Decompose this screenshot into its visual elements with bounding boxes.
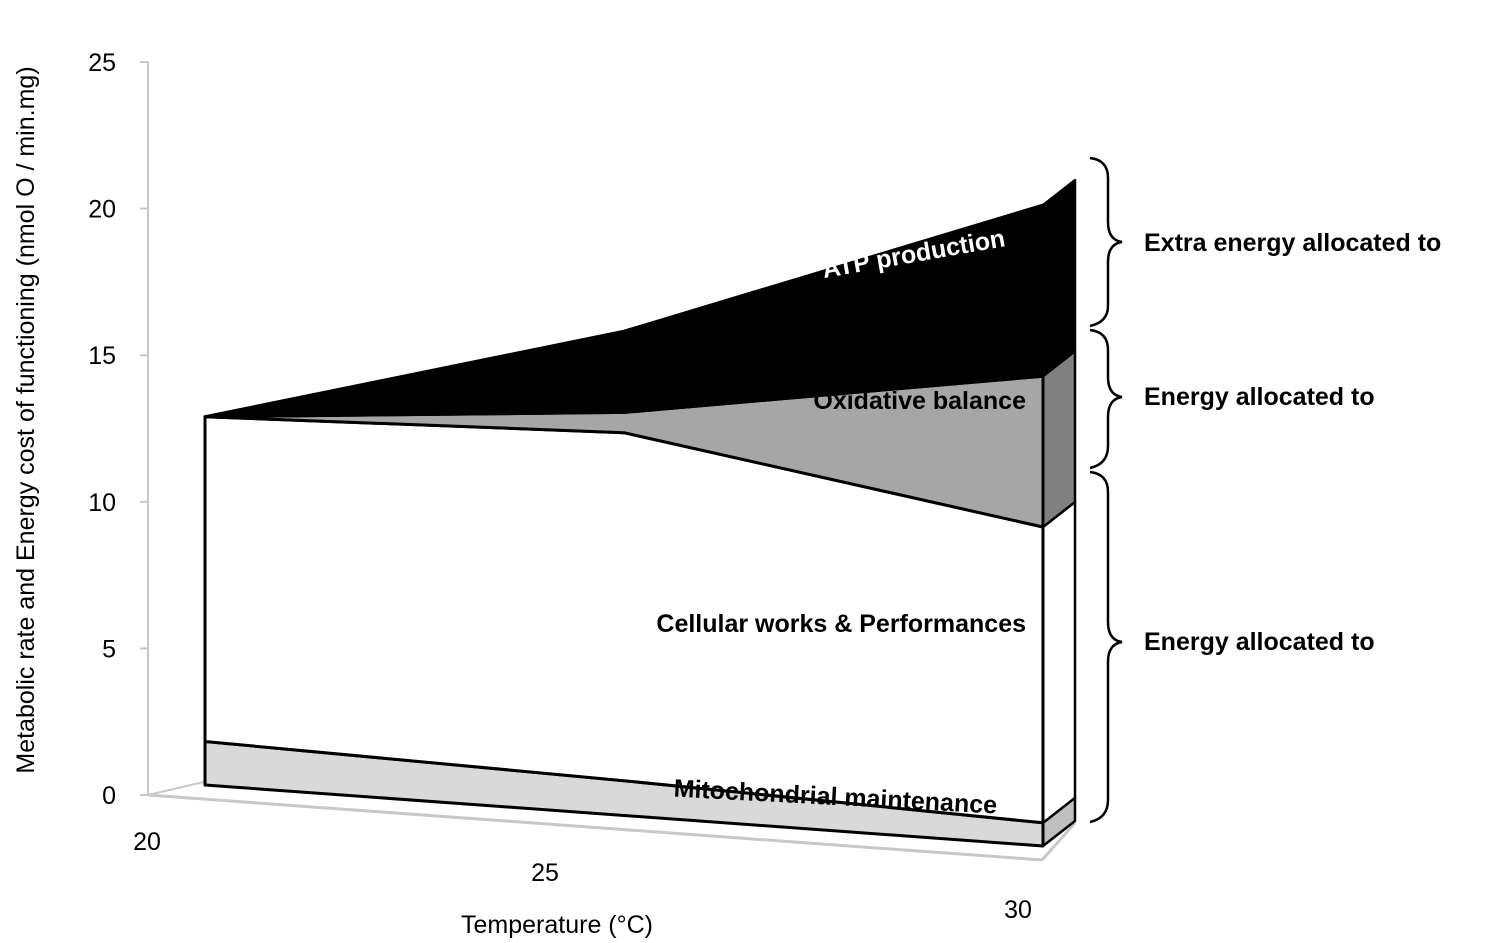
brace-group — [1089, 156, 1123, 824]
y-tick-label: 10 — [88, 489, 116, 517]
floor-right-edge — [1040, 822, 1077, 861]
alloc-label-energy-1: Energy allocated to — [1144, 383, 1375, 411]
x-tick-label: 25 — [531, 859, 559, 887]
x-tick-label: 30 — [1004, 896, 1032, 924]
floor-front-edge — [147, 793, 1043, 862]
floor-left-edge — [147, 780, 209, 796]
band-label-cellular: Cellular works & Performances — [656, 610, 1026, 638]
band-label-oxidative: Oxidative balance — [813, 387, 1026, 415]
x-tick-group: 20 25 30 — [133, 828, 1032, 924]
chart-floor — [148, 781, 1075, 860]
alloc-label-extra: Extra energy allocated to — [1144, 229, 1441, 257]
brace-middle — [1089, 328, 1123, 470]
y-tick-label: 15 — [88, 342, 116, 370]
brace-bottom — [1089, 470, 1123, 824]
side-face-atp-production — [1041, 178, 1077, 378]
x-tick-label: 20 — [133, 828, 161, 856]
alloc-label-energy-2: Energy allocated to — [1144, 628, 1375, 656]
side-face-oxidative-balance — [1041, 349, 1077, 529]
band-atp-production — [203, 203, 1045, 419]
y-tick-group: 0 5 10 15 20 25 — [88, 49, 148, 810]
y-axis-title: Metabolic rate and Energy cost of functi… — [12, 66, 40, 773]
side-face-cellular-works-performances — [1041, 500, 1077, 825]
x-axis-title: Temperature (°C) — [461, 911, 653, 939]
side-face-group — [1041, 178, 1077, 848]
brace-top — [1089, 156, 1123, 328]
y-tick-label: 20 — [88, 196, 116, 224]
y-tick-label: 25 — [88, 49, 116, 77]
y-tick-label: 0 — [102, 782, 116, 810]
y-tick-label: 5 — [102, 635, 116, 663]
band-group — [203, 203, 1045, 848]
